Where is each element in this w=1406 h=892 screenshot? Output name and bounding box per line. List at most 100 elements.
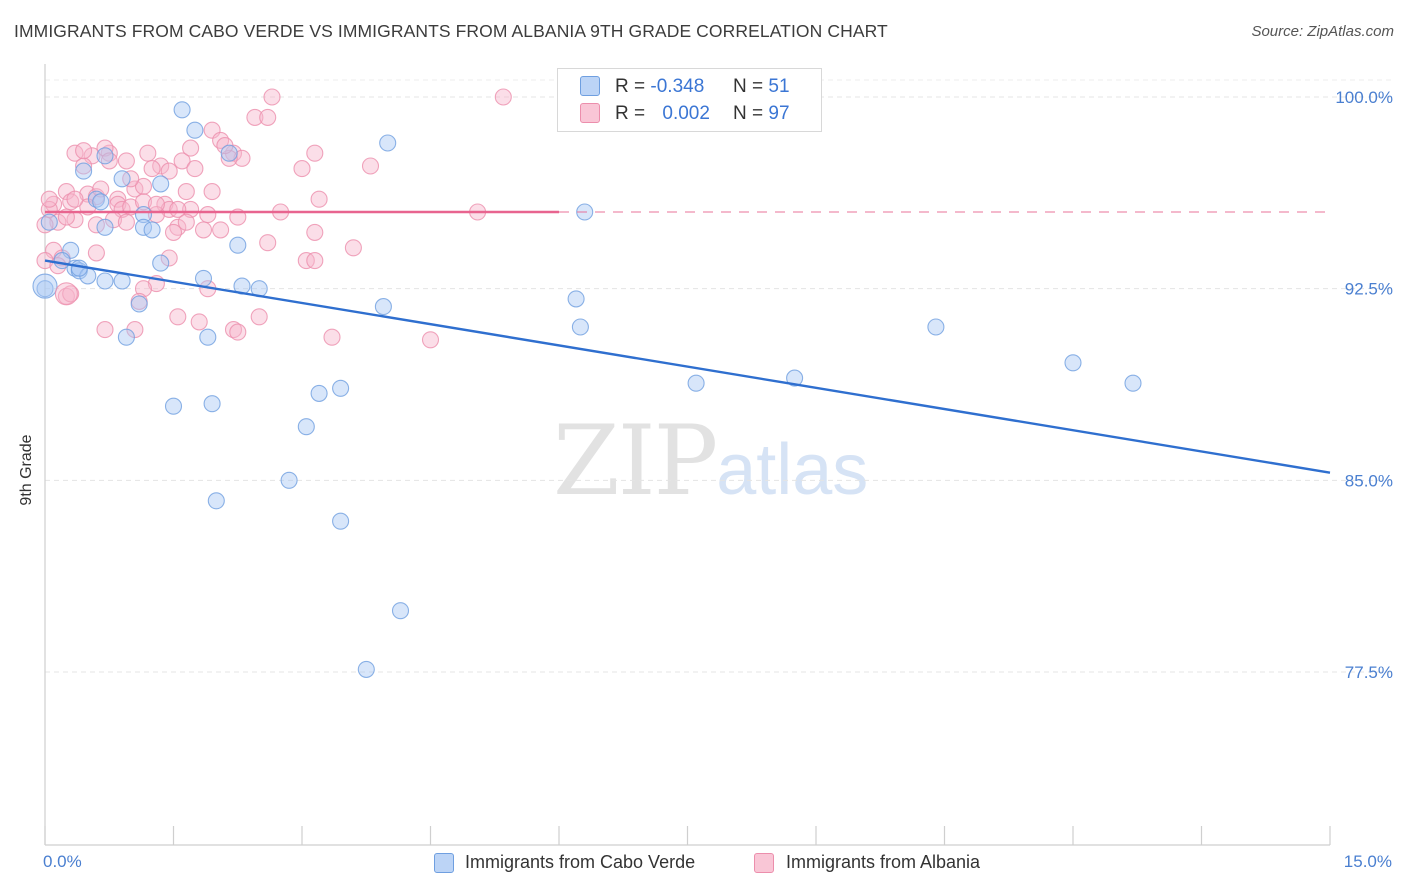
- albania-point: [62, 285, 80, 303]
- albania-point: [306, 252, 324, 270]
- cabo-verde-point: [113, 170, 131, 188]
- cabo-verde-point: [36, 280, 54, 298]
- watermark-zip: ZIP: [553, 405, 718, 517]
- cabo-verde-point: [379, 134, 397, 152]
- albania-point: [212, 221, 230, 239]
- albania-point: [117, 213, 135, 231]
- stats-row-albania: R = 0.002 N = 97: [558, 101, 821, 127]
- cabo-verde-point: [143, 221, 161, 239]
- cabo-verde-point: [40, 213, 58, 231]
- cabo-verde-point: [297, 418, 315, 436]
- cabo-verde-point: [199, 328, 217, 346]
- n-label: N =: [733, 76, 764, 97]
- cabo-verde-point: [186, 121, 204, 139]
- albania-point: [169, 308, 187, 326]
- chart-title: IMMIGRANTS FROM CABO VERDE VS IMMIGRANTS…: [14, 21, 888, 41]
- albania-point: [310, 190, 328, 208]
- albania-point: [323, 328, 341, 346]
- albania-point: [190, 313, 208, 331]
- albania-point: [194, 221, 213, 239]
- y-tick-label: 100.0%: [1335, 88, 1393, 107]
- cabo-verde-point: [96, 147, 114, 165]
- cabo-verde-point: [229, 236, 247, 254]
- cabo-verde-point: [310, 384, 328, 402]
- n-value: 97: [768, 103, 790, 124]
- albania-point: [494, 88, 512, 106]
- cabo-verde-swatch: [580, 76, 600, 96]
- cabo-verde-point: [927, 318, 945, 336]
- source-label: Source: ZipAtlas.com: [1251, 23, 1394, 40]
- albania-point: [147, 195, 165, 213]
- albania-point: [250, 308, 268, 326]
- cabo-verde-point: [130, 295, 148, 313]
- cabo-verde-point: [75, 162, 93, 180]
- albania-point: [203, 183, 221, 201]
- r-label: R =: [615, 76, 646, 97]
- albania-point: [122, 170, 140, 188]
- albania-point: [344, 239, 362, 257]
- albania-point: [177, 213, 195, 231]
- albania-point: [160, 200, 178, 218]
- albania-point: [160, 249, 178, 267]
- albania-point: [117, 152, 135, 170]
- albania-point: [40, 190, 58, 208]
- cabo-verde-point: [332, 379, 350, 397]
- albania-point: [169, 200, 187, 218]
- cabo-verde-point: [567, 290, 585, 308]
- albania-point: [92, 180, 110, 198]
- stats-legend: R = -0.348 N = 51 R = 0.002 N = 97: [557, 68, 822, 132]
- albania-point: [40, 200, 58, 218]
- r-value: 0.002: [662, 103, 710, 124]
- n-value: 51: [768, 76, 790, 97]
- cabo-verde-point: [571, 318, 589, 336]
- albania-point: [87, 244, 105, 262]
- albania-point: [233, 149, 251, 167]
- r-value: -0.348: [650, 76, 705, 97]
- albania-point: [263, 88, 281, 106]
- albania-point: [177, 183, 195, 201]
- albania-point: [199, 206, 217, 224]
- cabo-verde-point: [357, 660, 375, 678]
- cabo-verde-point: [134, 206, 153, 224]
- cabo-verde-trend-line: [44, 259, 1331, 474]
- cabo-verde-point: [374, 298, 392, 316]
- albania-point: [139, 144, 157, 162]
- cabo-verde-point: [786, 369, 804, 387]
- y-tick-label: 92.5%: [1345, 280, 1393, 299]
- albania-point: [220, 149, 238, 167]
- cabo-verde-point: [280, 471, 298, 489]
- cabo-verde-point: [152, 175, 170, 193]
- y-axis-label: 9th Grade: [18, 434, 35, 506]
- albania-point: [143, 160, 161, 178]
- albania-point: [259, 234, 277, 252]
- cabo-verde-point: [391, 602, 410, 620]
- albania-point: [293, 160, 311, 178]
- albania-point: [134, 177, 153, 195]
- albania-point: [246, 108, 264, 126]
- albania-point: [173, 152, 191, 170]
- legend-swatch-cabo-verde: [434, 853, 454, 873]
- y-tick-label: 77.5%: [1345, 663, 1393, 682]
- cabo-verde-point: [332, 512, 350, 530]
- albania-point: [229, 323, 247, 341]
- legend-label-cabo-verde: Immigrants from Cabo Verde: [465, 852, 696, 872]
- cabo-verde-point: [1124, 374, 1142, 392]
- albania-point: [54, 282, 78, 306]
- albania-swatch: [580, 103, 600, 123]
- cabo-verde-point: [92, 193, 110, 211]
- cabo-verde-point: [687, 374, 705, 392]
- x-tick-label-min: 0.0%: [43, 852, 82, 871]
- r-label: R =: [615, 103, 646, 124]
- albania-point: [361, 157, 380, 175]
- cabo-verde-point: [1064, 354, 1082, 372]
- albania-point: [134, 193, 153, 211]
- cabo-verde-point: [32, 273, 58, 299]
- cabo-verde-point: [173, 101, 191, 119]
- albania-point: [160, 162, 178, 180]
- albania-point: [182, 139, 200, 157]
- stats-row-cabo-verde: R = -0.348 N = 51: [558, 74, 821, 100]
- albania-point: [75, 142, 93, 160]
- x-tick-label-max: 15.0%: [1343, 852, 1392, 871]
- albania-point: [66, 190, 84, 208]
